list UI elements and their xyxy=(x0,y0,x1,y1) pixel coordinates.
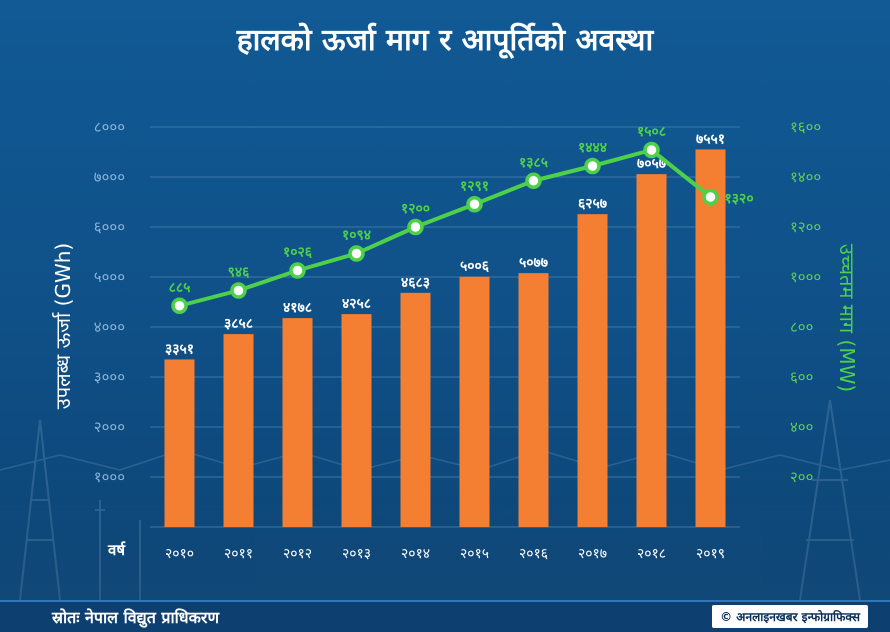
x-axis-tick-label: २०१९ xyxy=(696,546,725,562)
right-axis-ticks: २०० ४०० ६०० ८०० १००० १२०० १४०० १६०० xyxy=(790,118,821,486)
line-point xyxy=(289,262,306,279)
bar-value-label: ४१७८ xyxy=(283,300,312,316)
x-axis-tick-label: २०११ xyxy=(224,546,253,562)
bar-value-label: ३८५८ xyxy=(224,316,253,332)
right-axis-tick-label: २०० xyxy=(790,468,813,486)
x-axis-ticks: २०१० २०११ २०१२ २०१३ २०१४ २०१५ २०१६ २०१७ २०१८ २०१९ xyxy=(165,546,725,562)
line-series xyxy=(171,141,719,314)
bar xyxy=(636,174,667,527)
bar xyxy=(518,273,549,527)
substation-backdrop xyxy=(0,380,890,600)
right-axis-tick-label: ८०० xyxy=(790,318,813,336)
bar-value-label: ५०७७ xyxy=(519,255,548,271)
line-value-label: १३२० xyxy=(725,191,754,207)
right-axis-tick-label: ६०० xyxy=(790,368,813,386)
line-value-label: १०९४ xyxy=(342,228,371,244)
left-axis-tick-label: १००० xyxy=(94,468,125,486)
right-axis-tick-label: १६०० xyxy=(790,118,821,136)
combo-chart: ३३५१ ३८५८ ४१७८ ४२५८ ४६८३ ५००६ ५०७७ ६२५७ ७०५७ ७५५१… xyxy=(0,118,890,600)
left-axis-tick-label: २००० xyxy=(94,418,125,436)
x-axis-tick-label: २०१६ xyxy=(519,546,548,562)
bar-value-label: ६२५७ xyxy=(578,196,607,212)
x-axis-tick-label: २०१७ xyxy=(578,546,607,562)
line-point xyxy=(643,141,660,159)
left-axis-tick-label: ८००० xyxy=(94,118,125,136)
left-axis-tick-label: ७००० xyxy=(94,168,125,186)
left-axis-tick-label: ३००० xyxy=(94,368,125,386)
line-value-label: १२९१ xyxy=(460,178,489,194)
left-axis-tick-label: ४००० xyxy=(94,318,125,336)
bar xyxy=(341,314,372,527)
x-axis-tick-label: २०१५ xyxy=(460,546,489,562)
bar-value-label: ५००६ xyxy=(460,259,490,275)
x-axis-tick-label: २०१२ xyxy=(283,546,312,562)
bar-series xyxy=(164,149,726,527)
credit-badge: © अनलाइनखबर इन्फोग्राफिक्स xyxy=(712,605,868,628)
bar xyxy=(223,334,254,527)
line-value-label: १५०८ xyxy=(637,124,666,140)
line-value-labels: ८८५ ९४६ १०२६ १०९४ १२०० १२९१ १३८५ १४४४ १५०८ १३२० xyxy=(169,124,754,296)
bar-value-label: ३३५१ xyxy=(165,341,194,357)
x-axis-tick-label: २०१० xyxy=(165,546,194,562)
right-axis-tick-label: १२०० xyxy=(790,218,821,236)
right-axis-tick-label: ४०० xyxy=(790,418,813,436)
line-point xyxy=(584,157,601,175)
line-point xyxy=(230,282,247,299)
left-axis-tick-label: ५००० xyxy=(94,268,125,286)
bar xyxy=(282,318,313,527)
line-value-label: ९४६ xyxy=(228,265,251,281)
line-value-label: १४४४ xyxy=(578,140,607,156)
line-point xyxy=(348,245,365,262)
bar-value-label: ४२५८ xyxy=(342,296,371,312)
line-point xyxy=(525,172,542,189)
bar xyxy=(400,292,431,527)
x-axis-tick-label: २०१४ xyxy=(401,546,430,562)
bar xyxy=(164,359,195,527)
chart-title: हालको ऊर्जा माग र आपूर्तिको अवस्था xyxy=(236,23,654,58)
bar xyxy=(459,276,490,527)
line-value-label: १०२६ xyxy=(283,245,313,261)
line-point xyxy=(466,196,483,213)
right-axis-tick-label: १००० xyxy=(790,268,821,286)
bar xyxy=(577,214,608,527)
left-axis-tick-label: ६००० xyxy=(94,218,125,236)
source-text: स्रोतः नेपाल विद्युत प्राधिकरण xyxy=(52,608,220,627)
right-axis-label: उच्चतम माग (MW) xyxy=(835,244,859,392)
bar xyxy=(695,149,726,527)
line-point xyxy=(407,218,424,236)
x-axis-tick-label: २०१८ xyxy=(637,546,666,562)
line-value-label: १३८५ xyxy=(519,155,548,171)
right-axis-tick-label: १४०० xyxy=(790,168,821,186)
line-value-label: ८८५ xyxy=(169,280,191,296)
x-axis-label: वर्ष xyxy=(107,541,126,559)
bar-value-label: ४६८३ xyxy=(401,275,430,291)
line-point xyxy=(702,188,719,206)
bar-value-labels: ३३५१ ३८५८ ४१७८ ४२५८ ४६८३ ५००६ ५०७७ ६२५७ ७०५७ ७५५१ xyxy=(165,131,725,357)
bar-value-label: ७५५१ xyxy=(696,131,725,147)
left-axis-ticks: १००० २००० ३००० ४००० ५००० ६००० ७००० ८००० xyxy=(94,118,125,486)
demand-line xyxy=(178,148,712,308)
line-value-label: १२०० xyxy=(401,201,430,217)
bar-value-label: ७०५७ xyxy=(637,156,666,172)
x-axis-tick-label: २०१३ xyxy=(342,546,371,562)
footer-bar: स्रोतः नेपाल विद्युत प्राधिकरण © अनलाइनख… xyxy=(0,600,890,632)
left-axis-label: उपलब्ध ऊर्जा (GWh) xyxy=(51,243,75,409)
line-point xyxy=(171,297,188,314)
